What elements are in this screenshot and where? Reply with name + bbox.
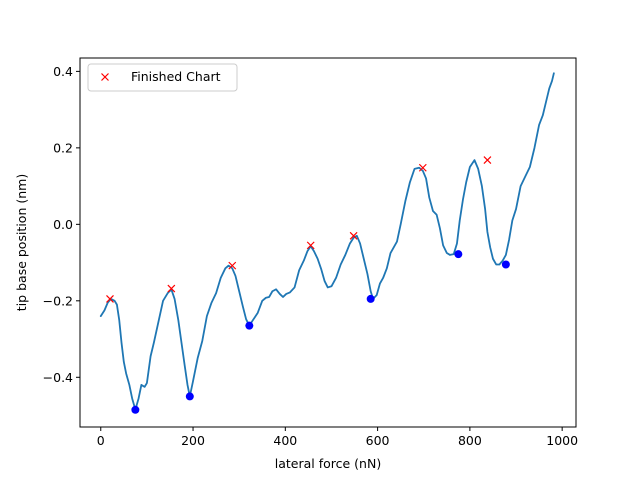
legend-marker-stroke <box>101 73 109 81</box>
maximum-marker <box>349 231 358 240</box>
y-tick-label: −0.2 <box>43 293 73 308</box>
legend-box <box>87 63 238 92</box>
maximum-marker <box>228 261 237 270</box>
maximum-marker-stroke <box>167 284 176 293</box>
legend-label: Finished Chart <box>131 69 221 84</box>
axes: 0 200 400 600 800 1000 −0.4 −0.2 0.0 0.2 0.4 <box>43 57 578 448</box>
maximum-marker <box>418 163 427 172</box>
maximum-marker <box>167 284 176 293</box>
series-line <box>99 72 555 411</box>
plot-inner <box>99 72 555 414</box>
y-tick-label: 0.4 <box>53 64 73 79</box>
minimum-point <box>501 260 510 269</box>
x-tick-label: 800 <box>458 433 482 448</box>
legend: Finished Chart <box>87 63 238 92</box>
plot-frame <box>79 57 577 428</box>
x-tick-label: 600 <box>366 433 390 448</box>
maximum-marker <box>106 294 114 303</box>
minimum-point <box>245 321 254 330</box>
maximum-marker-stroke <box>306 241 315 250</box>
plot-area <box>99 72 555 414</box>
y-tick-label: 0.2 <box>53 140 73 155</box>
y-axis-label: tip base position (nm) <box>14 174 29 311</box>
maximum-marker-stroke <box>483 156 492 165</box>
x-tick-label: 0 <box>97 433 105 448</box>
legend-marker-x <box>101 73 109 81</box>
maximum-marker-stroke <box>228 261 237 270</box>
x-tick-label: 400 <box>273 433 297 448</box>
minimum-point <box>454 250 463 259</box>
maximum-marker-stroke <box>418 163 427 172</box>
x-tick-label: 1000 <box>546 433 578 448</box>
x-tick-label: 200 <box>181 433 205 448</box>
y-tick-label: 0.0 <box>53 217 73 232</box>
maximum-marker-stroke <box>106 294 114 303</box>
x-axis-label: lateral force (nN) <box>275 456 381 471</box>
maximum-marker <box>306 241 315 250</box>
y-tick-label: −0.4 <box>43 370 73 385</box>
minimum-point <box>131 405 140 414</box>
minimum-point <box>366 294 375 303</box>
maximum-marker <box>483 156 492 165</box>
maximum-marker-stroke <box>349 231 358 240</box>
minimum-point <box>185 392 194 401</box>
